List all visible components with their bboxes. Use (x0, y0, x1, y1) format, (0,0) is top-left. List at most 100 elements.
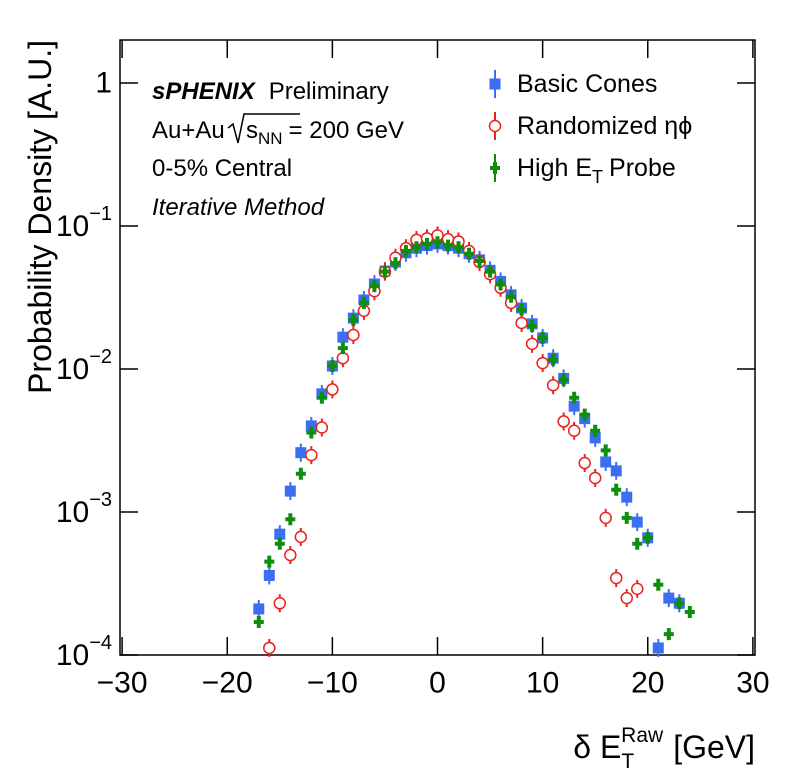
circle-marker (515, 316, 528, 330)
y-tick-exponent: −2 (89, 346, 112, 368)
circle-marker (631, 582, 644, 596)
x-tick-label: −30 (97, 667, 148, 700)
x-tick-label: 30 (736, 667, 769, 700)
y-tick-exponent: −1 (89, 203, 112, 225)
cross-marker (653, 578, 664, 591)
cross-marker (337, 342, 348, 355)
cross-marker (264, 555, 275, 568)
x-label-sub: T (621, 750, 634, 772)
square-marker (263, 569, 275, 581)
annotation: sNN = 200 GeV (246, 117, 404, 148)
y-tick-exponent: −4 (89, 632, 112, 654)
square-marker (589, 432, 601, 444)
cross-marker (400, 244, 411, 257)
circle-marker (263, 641, 276, 655)
energy-symbol: s (246, 117, 258, 144)
legend-sub: T (592, 167, 603, 187)
cross-marker (464, 247, 475, 260)
cross-marker (306, 426, 317, 439)
y-tick-base: 10 (56, 496, 89, 529)
experiment: sPHENIX (152, 78, 257, 105)
circle-marker (599, 511, 612, 525)
circle-marker (284, 548, 297, 562)
circle-marker (557, 415, 570, 428)
cross-marker (369, 280, 380, 293)
square-marker (337, 331, 349, 343)
circle-marker (525, 337, 539, 351)
cross-marker (579, 408, 590, 421)
square-marker (253, 603, 265, 615)
legend-label: High ET Probe (517, 154, 676, 187)
annotation: 0-5% Central (152, 155, 292, 182)
square-marker (295, 447, 307, 459)
cross-marker (569, 391, 580, 404)
cross-marker (495, 278, 506, 291)
cross-marker (421, 237, 432, 250)
circle-marker (305, 448, 318, 462)
cross-marker (274, 537, 285, 550)
cross-marker (642, 531, 653, 544)
square-marker (274, 528, 286, 540)
y-tick-base: 10 (56, 639, 89, 672)
cross-marker (327, 359, 338, 372)
x-label-sup: Raw (621, 724, 664, 747)
x-tick-label: −20 (202, 667, 253, 700)
cross-marker (390, 257, 401, 270)
cross-marker (537, 331, 548, 344)
cross-marker (558, 373, 569, 386)
cross-marker (674, 597, 685, 610)
legend-marker (489, 78, 501, 90)
y-tick-label: 10−1 (56, 203, 112, 243)
cross-marker (621, 511, 632, 524)
square-marker (621, 491, 633, 503)
x-tick-label: 0 (429, 667, 446, 700)
x-tick-label: −10 (307, 667, 358, 700)
circle-marker (536, 356, 549, 370)
annotation: Au+Au (152, 117, 225, 144)
x-axis-title: δ ET Raw [GeV] (573, 724, 755, 772)
square-marker (631, 516, 643, 528)
cross-marker (253, 616, 264, 629)
cross-marker (443, 239, 454, 252)
cross-marker (632, 537, 643, 550)
legend-name: Randomized ηϕ (517, 112, 692, 140)
annotation: Iterative Method (152, 194, 325, 221)
square-marker (610, 465, 622, 477)
cross-marker (663, 628, 674, 641)
cross-marker (316, 391, 327, 404)
cross-marker (590, 424, 601, 437)
cross-marker (611, 483, 622, 496)
system: Au+Au (152, 117, 225, 144)
cross-marker (684, 605, 695, 618)
y-tick-label: 1 (95, 67, 112, 100)
circle-marker (578, 456, 591, 470)
energy-sub: NN (258, 129, 283, 148)
circle-marker (588, 471, 602, 485)
legend-name: Basic Cones (517, 70, 657, 98)
circle-marker (326, 383, 339, 396)
x-label-symbol: δ E (573, 729, 621, 765)
legend-suffix: Probe (609, 154, 676, 182)
y-tick-label: 10−4 (56, 632, 112, 672)
square-marker (568, 400, 580, 412)
square-marker (305, 420, 317, 432)
circle-marker (336, 351, 350, 365)
y-tick-label: 10−3 (56, 489, 112, 529)
y-tick-label: 10−2 (56, 346, 112, 386)
energy-value: = 200 GeV (289, 117, 404, 144)
x-tick-label: 20 (631, 667, 664, 700)
circle-marker (546, 379, 560, 392)
square-marker (600, 456, 612, 468)
legend-label: Basic Cones (517, 70, 657, 98)
cross-marker (453, 241, 464, 254)
cross-marker (432, 236, 443, 249)
legend-label: Randomized ηϕ (517, 112, 692, 140)
cross-marker (506, 290, 517, 303)
square-marker (652, 642, 664, 654)
cross-marker (485, 265, 496, 278)
cross-marker (285, 513, 296, 526)
circle-marker (347, 328, 360, 342)
legend-name: High E (517, 154, 592, 182)
square-marker (284, 485, 296, 497)
